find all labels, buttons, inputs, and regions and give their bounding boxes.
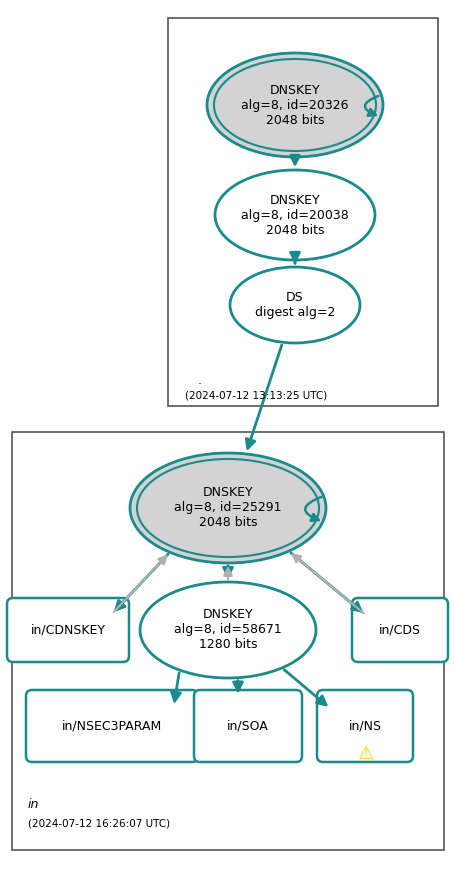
- FancyArrowPatch shape: [304, 497, 321, 521]
- FancyBboxPatch shape: [193, 690, 301, 762]
- Text: in: in: [28, 798, 39, 811]
- Ellipse shape: [207, 53, 382, 157]
- Text: in/SOA: in/SOA: [227, 719, 268, 732]
- Text: (2024-07-12 13:13:25 UTC): (2024-07-12 13:13:25 UTC): [185, 390, 327, 400]
- FancyBboxPatch shape: [351, 598, 447, 662]
- FancyBboxPatch shape: [167, 18, 437, 406]
- Text: in/CDS: in/CDS: [378, 623, 420, 636]
- Text: ⚠: ⚠: [356, 745, 372, 763]
- Text: DS
digest alg=2: DS digest alg=2: [254, 291, 334, 319]
- FancyBboxPatch shape: [316, 690, 412, 762]
- Ellipse shape: [214, 170, 374, 260]
- Ellipse shape: [229, 267, 359, 343]
- FancyArrowPatch shape: [364, 96, 378, 115]
- Text: DNSKEY
alg=8, id=20326
2048 bits: DNSKEY alg=8, id=20326 2048 bits: [241, 84, 348, 127]
- Ellipse shape: [130, 453, 325, 563]
- FancyBboxPatch shape: [26, 690, 197, 762]
- Text: in/CDNSKEY: in/CDNSKEY: [30, 623, 105, 636]
- Text: .: .: [197, 374, 202, 387]
- Ellipse shape: [136, 459, 318, 557]
- Text: DNSKEY
alg=8, id=58671
1280 bits: DNSKEY alg=8, id=58671 1280 bits: [174, 608, 281, 651]
- Text: in/NS: in/NS: [348, 719, 381, 732]
- Text: DNSKEY
alg=8, id=20038
2048 bits: DNSKEY alg=8, id=20038 2048 bits: [241, 193, 348, 237]
- Text: DNSKEY
alg=8, id=25291
2048 bits: DNSKEY alg=8, id=25291 2048 bits: [174, 487, 281, 530]
- FancyBboxPatch shape: [12, 432, 443, 850]
- FancyBboxPatch shape: [7, 598, 129, 662]
- Text: (2024-07-12 16:26:07 UTC): (2024-07-12 16:26:07 UTC): [28, 818, 170, 828]
- Ellipse shape: [140, 582, 315, 678]
- Ellipse shape: [213, 59, 375, 151]
- Text: in/NSEC3PARAM: in/NSEC3PARAM: [62, 719, 162, 732]
